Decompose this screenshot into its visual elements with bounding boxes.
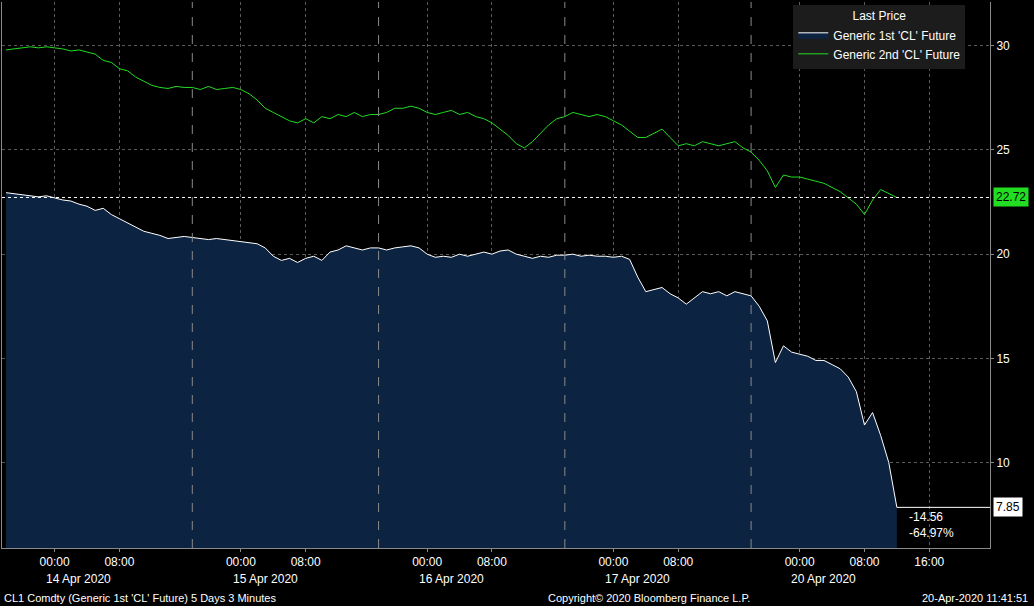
- svg-text:CL1 Comdty (Generic 1st 'CL' F: CL1 Comdty (Generic 1st 'CL' Future) 5 D…: [4, 592, 276, 604]
- svg-text:22.72: 22.72: [996, 190, 1026, 204]
- svg-text:20 Apr 2020: 20 Apr 2020: [791, 572, 856, 586]
- svg-text:16 Apr 2020: 16 Apr 2020: [419, 572, 484, 586]
- svg-text:00:00: 00:00: [785, 555, 815, 569]
- svg-text:00:00: 00:00: [40, 555, 70, 569]
- svg-text:08:00: 08:00: [477, 555, 507, 569]
- svg-text:08:00: 08:00: [849, 555, 879, 569]
- svg-text:00:00: 00:00: [226, 555, 256, 569]
- svg-text:14 Apr 2020: 14 Apr 2020: [46, 572, 111, 586]
- svg-text:08:00: 08:00: [104, 555, 134, 569]
- svg-text:30: 30: [996, 39, 1010, 53]
- svg-text:00:00: 00:00: [412, 555, 442, 569]
- svg-text:25: 25: [996, 143, 1010, 157]
- svg-text:Copyright© 2020 Bloomberg Fina: Copyright© 2020 Bloomberg Finance L.P.: [548, 592, 750, 604]
- svg-text:Last Price: Last Price: [852, 9, 906, 23]
- svg-text:Generic 1st 'CL' Future: Generic 1st 'CL' Future: [833, 29, 956, 43]
- svg-text:10: 10: [996, 456, 1010, 470]
- svg-text:Generic 2nd 'CL' Future: Generic 2nd 'CL' Future: [833, 48, 960, 62]
- svg-text:-14.56: -14.56: [909, 510, 943, 524]
- svg-text:15: 15: [996, 352, 1010, 366]
- svg-text:20-Apr-2020 11:41:51: 20-Apr-2020 11:41:51: [922, 592, 1028, 604]
- svg-text:-64.97%: -64.97%: [909, 526, 954, 540]
- svg-text:08:00: 08:00: [663, 555, 693, 569]
- svg-text:00:00: 00:00: [598, 555, 628, 569]
- svg-text:20: 20: [996, 247, 1010, 261]
- svg-text:17 Apr 2020: 17 Apr 2020: [605, 572, 670, 586]
- svg-text:16:00: 16:00: [914, 555, 944, 569]
- svg-text:15 Apr 2020: 15 Apr 2020: [233, 572, 298, 586]
- svg-text:7.85: 7.85: [996, 500, 1020, 514]
- svg-text:08:00: 08:00: [291, 555, 321, 569]
